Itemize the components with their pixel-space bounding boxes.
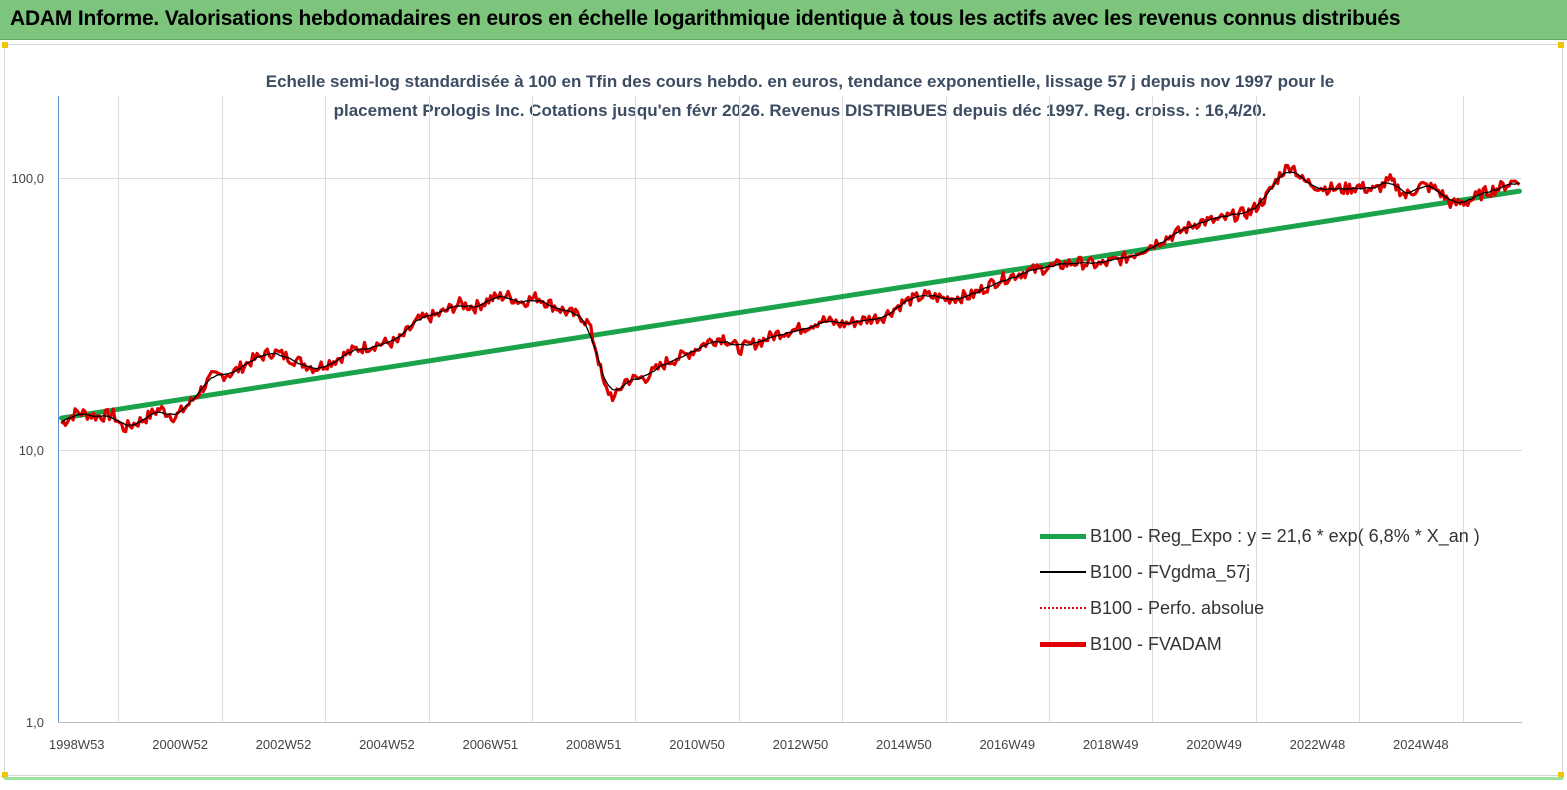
x-tick-label: 2016W49 xyxy=(979,737,1035,752)
x-tick-label: 2010W50 xyxy=(669,737,725,752)
chart-title-line-2: placement Prologis Inc. Cotations jusqu'… xyxy=(333,101,1267,120)
chart-title: Echelle semi-log standardisée à 100 en T… xyxy=(140,67,1460,125)
legend-item-fvgdma: B100 - FVgdma_57j xyxy=(1040,554,1480,590)
y-tick-label: 100,0 xyxy=(11,171,44,186)
legend-swatch-red xyxy=(1040,635,1086,653)
x-tick-label: 2006W51 xyxy=(462,737,518,752)
x-tick-labels: 1998W53 2000W52 2002W52 2004W52 2006W51 2008W… xyxy=(49,737,1449,752)
x-tick-label: 2018W49 xyxy=(1083,737,1139,752)
series-line-perfo-absolue xyxy=(61,164,1520,433)
x-tick-label: 2022W48 xyxy=(1290,737,1346,752)
frame-bottom-line xyxy=(4,777,1563,780)
x-tick-label: 2004W52 xyxy=(359,737,415,752)
legend-item-reg-expo: B100 - Reg_Expo : y = 21,6 * exp( 6,8% *… xyxy=(1040,518,1480,554)
chart-frame xyxy=(4,44,1563,776)
series-line-fvadam xyxy=(60,163,1521,434)
legend-swatch-red-dotted xyxy=(1040,599,1086,617)
legend: B100 - Reg_Expo : y = 21,6 * exp( 6,8% *… xyxy=(1040,518,1480,662)
chart-title-line-1: Echelle semi-log standardisée à 100 en T… xyxy=(265,72,1335,91)
x-tick-label: 2012W50 xyxy=(773,737,829,752)
x-tick-label: 2020W49 xyxy=(1186,737,1242,752)
x-tick-label: 1998W53 xyxy=(49,737,105,752)
legend-label-fvgdma: B100 - FVgdma_57j xyxy=(1090,561,1251,582)
x-tick-label: 2008W51 xyxy=(566,737,622,752)
x-tick-label: 2000W52 xyxy=(152,737,208,752)
legend-swatch-green xyxy=(1040,527,1086,545)
series-line-fvgdma xyxy=(61,171,1520,426)
legend-label-perfo: B100 - Perfo. absolue xyxy=(1090,597,1265,618)
page-title: ADAM Informe. Valorisations hebdomadaire… xyxy=(10,7,1401,30)
axes xyxy=(58,96,1522,723)
frame-corner-bottom-left xyxy=(2,772,8,778)
header-banner: ADAM Informe. Valorisations hebdomadaire… xyxy=(0,0,1567,40)
legend-item-perfo: B100 - Perfo. absolue xyxy=(1040,590,1480,626)
legend-label-reg-expo: B100 - Reg_Expo : y = 21,6 * exp( 6,8% *… xyxy=(1090,525,1480,546)
frame-corner-bottom-right xyxy=(1558,772,1564,778)
frame-corner-top-right xyxy=(1558,42,1564,48)
y-tick-labels: 1,0 10,0 100,0 xyxy=(11,171,44,730)
series-line-reg-expo xyxy=(59,188,1522,421)
frame-corner-top-left xyxy=(2,42,8,48)
x-tick-label: 2014W50 xyxy=(876,737,932,752)
x-tick-label: 2024W48 xyxy=(1393,737,1449,752)
y-tick-label: 10,0 xyxy=(19,443,44,458)
y-tick-label: 1,0 xyxy=(26,715,44,730)
x-tick-label: 2002W52 xyxy=(256,737,312,752)
legend-label-fvadam: B100 - FVADAM xyxy=(1090,633,1222,654)
legend-swatch-black xyxy=(1040,563,1086,581)
series-lines xyxy=(59,163,1522,434)
legend-item-fvadam: B100 - FVADAM xyxy=(1040,626,1480,662)
